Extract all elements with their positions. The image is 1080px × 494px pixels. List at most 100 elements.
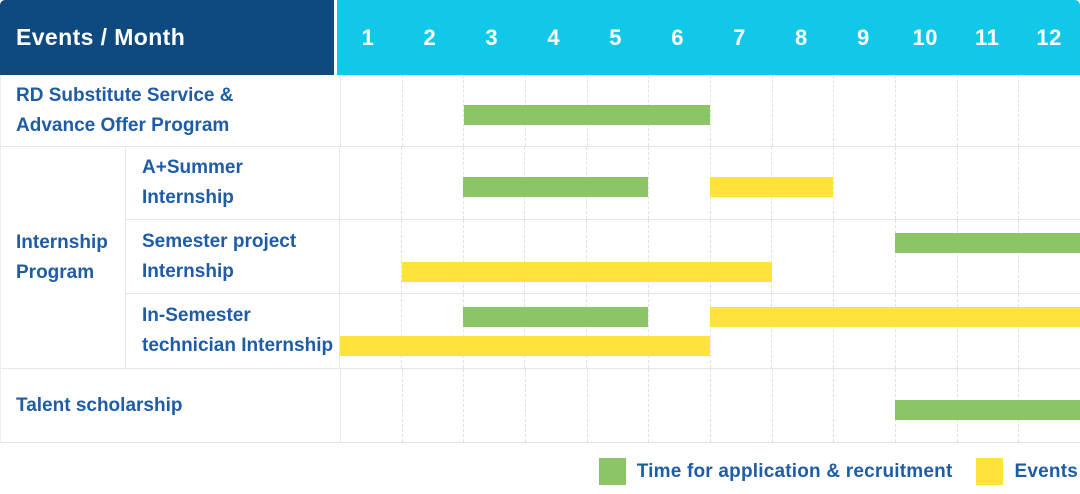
row-in-semester-technician-internship-event-bar-m1-m6 (340, 336, 710, 356)
grid-column-month-8 (771, 220, 833, 293)
events-month-header-cell: Events / Month (0, 0, 337, 75)
grid-column-month-11 (956, 75, 1019, 146)
month-header-strip: 1 2 3 4 5 6 7 8 9 10 11 12 (337, 0, 1080, 75)
grid-column-month-3 (462, 294, 525, 368)
grid-column-month-2 (400, 220, 463, 293)
grid-column-month-6 (648, 369, 710, 442)
row-in-semester-technician-internship-label-line: In-Semester (142, 305, 251, 326)
row-talent-scholarship-recruitment-bar-m10-m12 (895, 399, 1080, 420)
month-header-cell-2: 2 (423, 24, 437, 50)
grid-column-month-8 (771, 369, 834, 442)
grid-column-month-5 (586, 369, 649, 442)
table-body: RD Substitute Service & Advance Offer Pro… (0, 75, 1080, 443)
grid-column-month-1 (341, 369, 402, 442)
row-talent-scholarship-label-line: Talent scholarship (16, 394, 183, 416)
legend-item-event: Events (976, 458, 1078, 485)
grid-column-month-4 (524, 220, 586, 293)
row-rd-substitute-service-advance-offer-program-label: RD Substitute Service & Advance Offer Pro… (1, 75, 341, 146)
grid-column-month-1 (341, 75, 402, 146)
row-in-semester-technician-internship-recruitment-bar-m3-m5 (463, 307, 649, 327)
grid-column-month-2 (401, 369, 464, 442)
legend: Time for application & recruitment Events (575, 458, 1078, 485)
row-a-summer-internship: A+Summer Internship (126, 147, 1080, 220)
row-a-summer-internship-chart-area (340, 147, 1080, 219)
grid-column-month-2 (401, 75, 464, 146)
grid-column-month-3 (463, 75, 525, 146)
legend-label-event: Events (1014, 460, 1078, 482)
grid-column-month-9 (833, 220, 895, 293)
row-semester-project-internship: Semester project Internship (126, 220, 1080, 294)
grid-column-month-8 (771, 75, 834, 146)
table-header-row: Events / Month 1 2 3 4 5 6 7 8 9 10 11 12 (0, 0, 1080, 75)
row-in-semester-technician-internship-label: In-Semester technician Internship (126, 294, 340, 368)
grid-column-month-7 (709, 294, 772, 368)
group-internship-program: Internship Program A+Summer Internship Semes… (1, 147, 1080, 369)
row-in-semester-technician-internship-event-bar-m7-m12 (710, 307, 1080, 327)
legend-label-recruitment: Time for application & recruitment (636, 460, 953, 482)
grid-column-month-10 (894, 294, 957, 368)
row-semester-project-internship-label-line: Semester project (142, 230, 297, 252)
row-semester-project-internship-event-bar-m2-m7 (401, 262, 772, 282)
grid-column-month-10 (895, 75, 957, 146)
legend-item-recruitment: Time for application & recruitment (598, 458, 953, 485)
row-semester-project-internship-label-line: Internship (142, 260, 234, 282)
row-a-summer-internship-label: A+Summer Internship (126, 147, 340, 219)
row-a-summer-internship-label-line: A+Summer (142, 157, 243, 178)
grid-column-month-10 (894, 147, 957, 219)
month-header-cell-12: 12 (1036, 24, 1062, 50)
group-internship-program-label-line: Program (16, 261, 95, 283)
group-internship-program-label-line: Internship (16, 231, 108, 253)
grid-column-month-12 (1018, 75, 1080, 146)
grid-column-month-12 (1018, 220, 1080, 293)
grid-column-month-11 (956, 294, 1019, 368)
row-talent-scholarship: Talent scholarship (1, 369, 1080, 442)
grid-column-month-9 (833, 369, 895, 442)
row-talent-scholarship-chart-area (341, 369, 1080, 442)
grid-column-month-2 (400, 147, 463, 219)
legend-swatch-recruitment (598, 458, 626, 485)
month-header-cell-8: 8 (795, 24, 808, 50)
month-header-cell-11: 11 (975, 24, 1000, 50)
grid-column-month-3 (463, 369, 525, 442)
grid-column-month-4 (525, 369, 587, 442)
grid-column-month-5 (586, 294, 648, 368)
row-talent-scholarship-label: Talent scholarship (1, 369, 341, 442)
grid-column-month-6 (647, 147, 710, 219)
grid-column-month-1 (340, 294, 401, 368)
month-header-cell-10: 10 (912, 24, 938, 50)
grid-column-month-10 (894, 220, 957, 293)
month-header-cell-7: 7 (733, 24, 746, 50)
row-rd-substitute-service-advance-offer-program-recruitment-bar-m3-m6 (464, 104, 711, 125)
row-rd-substitute-service-advance-offer-program-chart-area (341, 75, 1080, 146)
month-header-cell-6: 6 (671, 24, 684, 50)
grid-column-month-7 (709, 147, 772, 219)
grid-column-month-2 (400, 294, 463, 368)
row-rd-substitute-service-advance-offer-program: RD Substitute Service & Advance Offer Pro… (1, 75, 1080, 147)
grid-column-month-6 (647, 294, 710, 368)
row-a-summer-internship-event-bar-m7-m8 (710, 177, 834, 197)
row-in-semester-technician-internship-label-line: technician Internship (142, 335, 334, 356)
grid-column-month-9 (833, 147, 895, 219)
group-internship-program-label: Internship Program (1, 147, 126, 368)
grid-column-month-5 (586, 220, 648, 293)
legend-swatch-event (976, 458, 1004, 485)
month-header-cell-9: 9 (856, 24, 870, 50)
grid-column-month-11 (956, 220, 1019, 293)
row-a-summer-internship-recruitment-bar-m3-m5 (463, 177, 649, 197)
grid-column-month-9 (833, 75, 895, 146)
grid-column-month-3 (462, 147, 525, 219)
table-title: Events / Month (16, 24, 186, 50)
grid-column-month-12 (1018, 147, 1080, 219)
events-month-timeline-table: Events / Month 1 2 3 4 5 6 7 8 9 10 11 12 RD Substi… (0, 0, 1080, 443)
row-rd-substitute-service-advance-offer-program-label-line: Advance Offer Program (16, 114, 230, 136)
grid-column-month-6 (647, 220, 710, 293)
row-rd-substitute-service-advance-offer-program-label-line: RD Substitute Service & (16, 84, 234, 106)
grid-column-month-9 (833, 294, 895, 368)
row-in-semester-technician-internship: In-Semester technician Internship (126, 294, 1080, 368)
row-semester-project-internship-recruitment-bar-m10-m12 (895, 233, 1080, 253)
month-header-cell-3: 3 (485, 24, 499, 50)
grid-column-month-7 (710, 369, 772, 442)
row-in-semester-technician-internship-chart-area (340, 294, 1080, 368)
row-semester-project-internship-label: Semester project Internship (126, 220, 340, 293)
grid-column-month-7 (709, 220, 772, 293)
